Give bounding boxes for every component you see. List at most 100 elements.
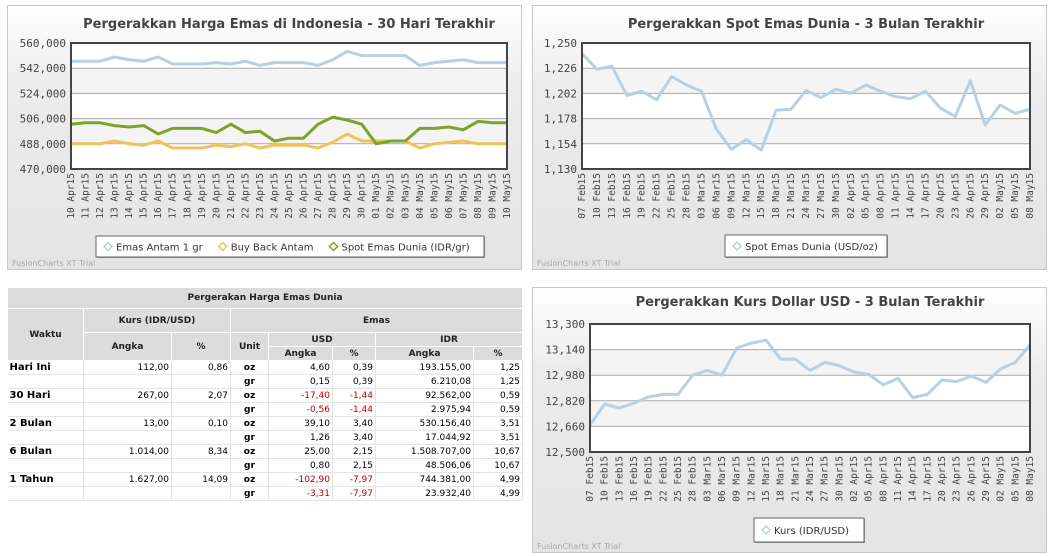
chart-gold-indonesia-30-days: Pergerakkan Harga Emas di Indonesia - 30… xyxy=(7,5,522,270)
table-row: gr 0,15 0,39 6.210,08 1,25 xyxy=(7,374,524,389)
cell-idr: 193.155,00 xyxy=(375,360,474,375)
chart-title: Pergerakkan Kurs Dollar USD - 3 Bulan Te… xyxy=(636,295,985,310)
table-row: gr -0,56 -1,44 2.975,94 0,59 xyxy=(7,402,524,417)
cell-idr: 17.044,92 xyxy=(375,430,474,445)
cell-idr: 2.975,94 xyxy=(375,402,474,417)
chart-title: Pergerakkan Spot Emas Dunia - 3 Bulan Te… xyxy=(628,17,985,32)
x-tick-label: 28 Apr15 xyxy=(328,173,339,219)
cell-idr-pct: 3,51 xyxy=(472,416,524,431)
cell-kurs-pct: 14,09 xyxy=(171,472,231,487)
x-tick-label: 23 Apr15 xyxy=(255,173,266,219)
chart-svg: Pergerakkan Kurs Dollar USD - 3 Bulan Te… xyxy=(537,295,1036,551)
cell-usd: 0,15 xyxy=(268,374,333,389)
x-tick-label: 05 May15 xyxy=(1010,173,1021,219)
x-tick-label: 18 Mar15 xyxy=(776,456,787,502)
x-tick-label: 14 Apr15 xyxy=(906,173,917,219)
grid-band xyxy=(590,400,1030,427)
x-tick-label: 03 May15 xyxy=(400,173,411,219)
x-tick-label: 20 Apr15 xyxy=(935,173,946,219)
header-waktu: Waktu xyxy=(7,308,84,361)
legend-item: Spot Emas Dunia (IDR/gr) xyxy=(341,243,469,254)
x-tick-label: 08 May15 xyxy=(1025,173,1036,219)
x-tick-label: 17 Apr15 xyxy=(922,456,933,502)
x-tick-label: 03 Mar15 xyxy=(696,173,707,219)
x-tick-label: 19 Feb15 xyxy=(644,456,655,502)
table-row: Hari Ini 112,00 0,86 oz 4,60 0,39 193.155,00 1,… xyxy=(7,360,524,375)
cell-usd: -3,31 xyxy=(268,486,333,501)
y-tick-label: 1,154 xyxy=(544,138,577,151)
cell-waktu: 30 Hari xyxy=(7,388,84,403)
legend-item: Buy Back Antam xyxy=(231,243,314,254)
cell-kurs xyxy=(83,430,172,445)
header-usd-pct: % xyxy=(332,346,376,361)
cell-kurs-pct xyxy=(171,486,231,501)
cell-kurs: 1.014,00 xyxy=(83,444,172,459)
cell-usd-pct: -1,44 xyxy=(332,388,376,403)
cell-kurs: 267,00 xyxy=(83,388,172,403)
cell-unit: gr xyxy=(230,374,269,389)
y-tick-label: 1,202 xyxy=(544,87,577,100)
cell-kurs-pct xyxy=(171,402,231,417)
y-tick-label: 488,000 xyxy=(20,138,66,151)
cell-kurs xyxy=(83,402,172,417)
legend-item: Spot Emas Dunia (USD/oz) xyxy=(745,242,878,253)
x-tick-label: 07 Feb15 xyxy=(585,456,596,502)
x-tick-label: 29 Apr15 xyxy=(980,173,991,219)
cell-unit: gr xyxy=(230,402,269,417)
x-tick-label: 19 Apr15 xyxy=(197,173,208,219)
x-tick-label: 19 Feb15 xyxy=(637,173,648,219)
cell-idr: 48.506,06 xyxy=(375,458,474,473)
x-tick-label: 08 May15 xyxy=(473,173,484,219)
cell-waktu: 6 Bulan xyxy=(7,444,84,459)
legend-item: Emas Antam 1 gr xyxy=(116,243,204,254)
legend-item: Kurs (IDR/USD) xyxy=(774,526,849,537)
x-tick-label: 24 Mar15 xyxy=(801,173,812,219)
watermark: FusionCharts XT Trial xyxy=(537,259,620,268)
x-tick-label: 18 Mar15 xyxy=(771,173,782,219)
x-tick-label: 30 Apr15 xyxy=(357,173,368,219)
cell-usd: 0,80 xyxy=(268,458,333,473)
cell-kurs xyxy=(83,458,172,473)
x-tick-label: 20 Apr15 xyxy=(937,456,948,502)
x-tick-label: 13 Feb15 xyxy=(607,173,618,219)
chart-title: Pergerakkan Harga Emas di Indonesia - 30… xyxy=(83,17,495,32)
cell-idr-pct: 10,67 xyxy=(472,444,524,459)
plot-border xyxy=(70,42,508,170)
cell-waktu: 2 Bulan xyxy=(7,416,84,431)
x-tick-label: 05 May15 xyxy=(1010,456,1021,502)
x-tick-label: 27 Mar15 xyxy=(816,173,827,219)
legend-marker-icon xyxy=(217,241,228,252)
cell-idr: 744.381,00 xyxy=(375,472,474,487)
cell-waktu xyxy=(7,374,84,389)
x-tick-label: 28 Feb15 xyxy=(682,173,693,219)
cell-usd: 25,00 xyxy=(268,444,333,459)
x-tick-label: 09 Mar15 xyxy=(732,456,743,502)
grid-band xyxy=(582,118,1030,144)
x-tick-label: 22 Apr15 xyxy=(240,173,251,219)
x-tick-label: 07 Feb15 xyxy=(577,173,588,219)
plot-border xyxy=(581,42,1031,170)
cell-usd: -0,56 xyxy=(268,402,333,417)
cell-kurs: 112,00 xyxy=(83,360,172,375)
x-tick-label: 15 Apr15 xyxy=(139,173,150,219)
x-tick-label: 17 Apr15 xyxy=(920,173,931,219)
x-tick-label: 26 Apr15 xyxy=(966,456,977,502)
x-tick-label: 06 Mar15 xyxy=(717,456,728,502)
y-tick-label: 1,130 xyxy=(544,163,577,176)
x-tick-label: 02 Apr15 xyxy=(849,456,860,502)
x-tick-label: 14 Apr15 xyxy=(908,456,919,502)
x-tick-label: 13 Feb15 xyxy=(614,456,625,502)
cell-idr-pct: 0,59 xyxy=(472,388,524,403)
x-tick-label: 29 Apr15 xyxy=(981,456,992,502)
cell-idr-pct: 1,25 xyxy=(472,360,524,375)
chart-spot-gold-world-3-months: Pergerakkan Spot Emas Dunia - 3 Bulan Te… xyxy=(532,5,1047,270)
cell-usd: 1,26 xyxy=(268,430,333,445)
watermark: FusionCharts XT Trial xyxy=(12,259,95,268)
cell-waktu xyxy=(7,486,84,501)
x-tick-label: 10 Apr15 xyxy=(66,173,77,219)
y-tick-label: 506,000 xyxy=(20,113,66,126)
x-tick-label: 24 Mar15 xyxy=(805,456,816,502)
cell-unit: gr xyxy=(230,430,269,445)
cell-usd-pct: -7,97 xyxy=(332,486,376,501)
legend-marker-icon xyxy=(102,241,114,252)
